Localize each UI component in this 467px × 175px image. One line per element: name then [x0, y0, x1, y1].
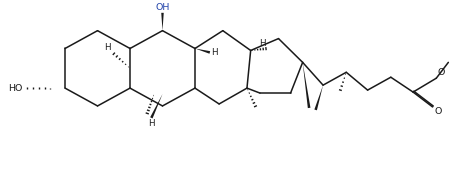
Polygon shape — [303, 62, 311, 108]
Polygon shape — [314, 85, 323, 110]
Text: O: O — [434, 107, 442, 116]
Text: HO: HO — [8, 84, 23, 93]
Text: H: H — [211, 48, 218, 57]
Text: H: H — [148, 119, 155, 128]
Polygon shape — [161, 13, 164, 31]
Polygon shape — [150, 94, 163, 118]
Text: OH: OH — [156, 3, 170, 12]
Text: H: H — [260, 39, 266, 48]
Text: H: H — [104, 43, 110, 52]
Polygon shape — [195, 48, 210, 54]
Text: O: O — [437, 68, 445, 77]
